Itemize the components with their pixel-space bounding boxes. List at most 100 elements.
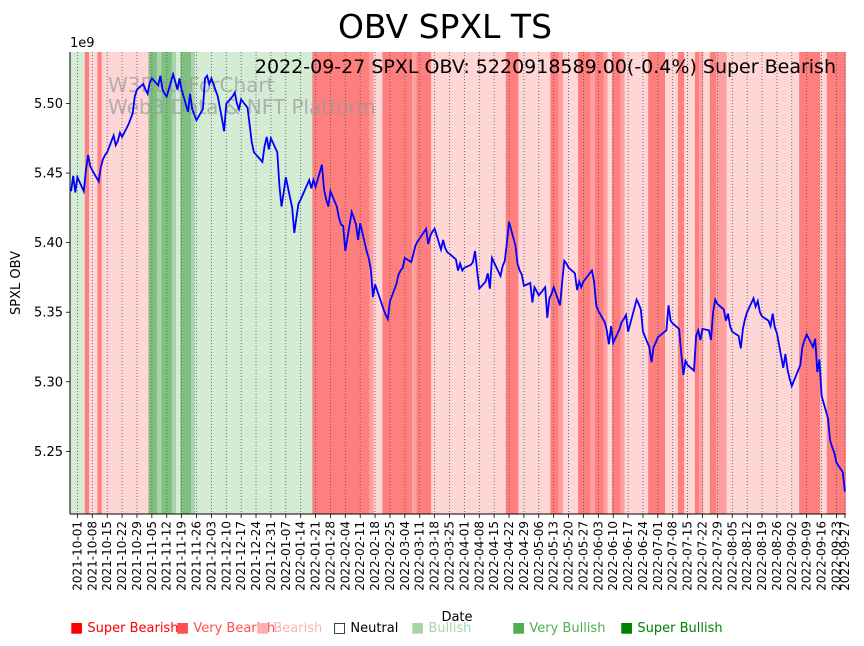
x-tick-label: 2022-06-17 xyxy=(621,521,635,591)
x-tick-label: 2022-05-06 xyxy=(532,521,546,591)
x-tick-label: 2022-01-28 xyxy=(323,521,337,591)
regime-band xyxy=(709,52,717,514)
x-tick-label: 2022-04-29 xyxy=(517,521,531,591)
x-tick-label: 2022-03-25 xyxy=(442,521,456,591)
x-tick-label: 2021-12-17 xyxy=(234,521,248,591)
x-tick-label: 2022-09-09 xyxy=(800,521,814,591)
x-tick-label: 2022-09-02 xyxy=(785,521,799,591)
regime-band xyxy=(577,52,591,514)
watermark-line-1: W3DataForChart xyxy=(108,73,275,97)
x-tick-label: 2021-11-26 xyxy=(189,521,203,591)
legend-very-bullish: ■ Very Bullish xyxy=(512,620,606,636)
regime-band xyxy=(558,52,564,514)
regime-band xyxy=(716,52,727,514)
x-tick-label: 2022-09-16 xyxy=(815,521,829,591)
x-tick-label: 2022-06-10 xyxy=(606,521,620,591)
x-tick-label: 2022-08-19 xyxy=(755,521,769,591)
x-tick-label: 2022-04-08 xyxy=(472,521,486,591)
x-tick-label: 2021-10-15 xyxy=(100,521,114,591)
watermark-line-2: Web3 Data & NFT Platform xyxy=(108,95,376,119)
x-tick-label: 2022-03-04 xyxy=(398,521,412,591)
x-tick-label: 2022-09-23 xyxy=(829,521,843,591)
regime-band xyxy=(612,52,621,514)
x-tick-label: 2021-12-03 xyxy=(204,521,218,591)
legend-super-bearish: ■ Super Bearish xyxy=(70,620,179,636)
x-tick-label: 2022-07-08 xyxy=(666,521,680,591)
regime-band xyxy=(97,52,102,514)
regime-band xyxy=(590,52,595,514)
x-tick-label: 2022-07-01 xyxy=(651,521,665,591)
legend-bearish: ■ Bearish xyxy=(256,620,323,636)
regime-band xyxy=(431,52,506,514)
x-tick-label: 2021-12-31 xyxy=(264,521,278,591)
x-tick-label: 2022-07-15 xyxy=(681,521,695,591)
x-tick-label: 2022-01-14 xyxy=(294,521,308,591)
x-tick-label: 2022-08-05 xyxy=(725,521,739,591)
axes xyxy=(69,52,846,515)
x-tick-label: 2022-02-11 xyxy=(353,521,367,591)
chart-title: OBV SPXL TS xyxy=(338,7,552,46)
x-tick-label: 2021-11-19 xyxy=(175,521,189,591)
regime-band xyxy=(620,52,625,514)
regime-band xyxy=(648,52,666,514)
x-tick-label: 2021-10-29 xyxy=(130,521,144,591)
regime-band xyxy=(703,52,710,514)
regime-band xyxy=(699,52,704,514)
regime-band xyxy=(84,52,89,514)
y-tick-label: 5.50 xyxy=(34,97,63,112)
y-tick-label: 5.30 xyxy=(34,375,63,390)
regime-band xyxy=(820,52,827,514)
regime-band xyxy=(312,52,370,514)
x-tick-label: 2021-11-05 xyxy=(145,521,159,591)
regime-band xyxy=(550,52,559,514)
x-tick-label: 2022-02-25 xyxy=(383,521,397,591)
x-tick-label: 2021-11-12 xyxy=(160,521,174,591)
x-tick-label: 2022-02-04 xyxy=(338,521,352,591)
x-tick-label: 2022-03-18 xyxy=(428,521,442,591)
x-tick-label: 2022-05-20 xyxy=(562,521,576,591)
regime-band xyxy=(799,52,821,514)
y-tick-label: 5.45 xyxy=(34,167,63,182)
legend-super-bullish: ■ Super Bullish xyxy=(620,620,723,636)
y-axis-ticks: 5.25 5.30 5.35 5.40 5.45 5.50 xyxy=(34,97,70,460)
x-tick-label: 2022-03-11 xyxy=(413,521,427,591)
regime-bands xyxy=(70,52,846,514)
regime-band xyxy=(694,52,700,514)
regime-band xyxy=(195,52,313,514)
y-axis-label: SPXL OBV xyxy=(9,251,24,315)
x-tick-label: 2021-12-24 xyxy=(249,521,263,591)
regime-band xyxy=(101,52,149,514)
regime-band xyxy=(594,52,604,514)
x-tick-label: 2022-07-29 xyxy=(710,521,724,591)
regime-band xyxy=(607,52,612,514)
regime-band xyxy=(373,52,383,514)
regime-band xyxy=(176,52,181,514)
x-tick-label: 2022-06-24 xyxy=(636,521,650,591)
regime-band xyxy=(157,52,162,514)
regime-band xyxy=(412,52,417,514)
x-tick-label: 2022-04-01 xyxy=(457,521,471,591)
regime-band xyxy=(505,52,519,514)
regime-band xyxy=(148,52,158,514)
x-tick-label: 2022-08-12 xyxy=(740,521,754,591)
x-tick-label: 2022-08-26 xyxy=(770,521,784,591)
regime-band xyxy=(88,52,98,514)
regime-band xyxy=(665,52,678,514)
x-axis-label: Date xyxy=(441,610,472,625)
x-axis-ticks: 2021-10-01 2021-10-08 2021-10-15 2021-10-22… xyxy=(70,514,852,591)
regime-band xyxy=(677,52,685,514)
regime-band xyxy=(684,52,695,514)
y-tick-label: 5.40 xyxy=(34,236,63,251)
legend-neutral: □ Neutral xyxy=(333,620,399,636)
x-tick-label: 2022-02-18 xyxy=(368,521,382,591)
legend-very-bearish: ■ Very Bearish xyxy=(176,620,276,636)
legend-bullish: ■ Bullish xyxy=(411,620,472,636)
x-tick-label: 2022-06-03 xyxy=(591,521,605,591)
x-tick-label: 2022-09-27 xyxy=(838,521,852,591)
x-tick-label: 2022-07-22 xyxy=(695,521,709,591)
regime-band xyxy=(416,52,432,514)
x-tick-label: 2021-10-01 xyxy=(70,521,84,591)
regime-band xyxy=(624,52,649,514)
y-tick-label: 5.25 xyxy=(34,445,63,460)
